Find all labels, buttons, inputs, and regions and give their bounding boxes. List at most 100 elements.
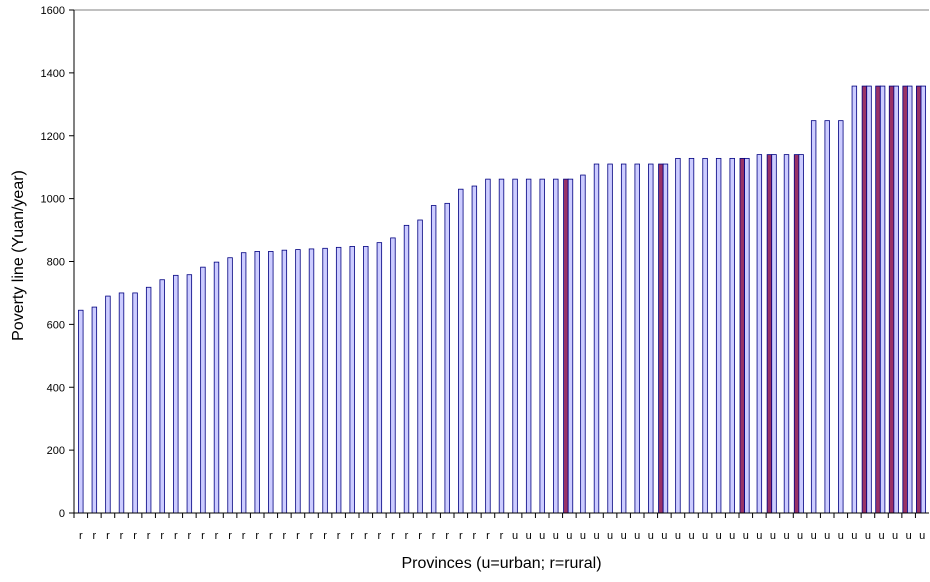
bar [771,154,777,514]
bar [363,246,369,514]
x-tick-label: u [580,530,586,542]
y-tick-label: 200 [47,445,65,457]
x-tick-label: u [865,530,871,542]
x-tick-label: r [255,530,259,542]
x-tick-label: u [878,530,884,542]
bar [824,120,830,514]
x-tick-label: r [445,530,449,542]
x-tick-label: r [283,530,287,542]
x-tick-label: u [797,530,803,542]
x-tick-label: r [93,530,97,542]
bar [539,178,545,514]
bar [458,188,464,514]
bar [810,120,817,514]
y-axis-title: Poverty line (Yuan/year) [10,170,27,341]
bar [607,163,613,514]
bar [430,205,437,514]
x-tick-label: r [486,530,490,542]
x-tick-label: u [512,530,518,542]
x-tick-label: r [228,530,232,542]
bar [675,157,681,514]
x-tick-label: u [702,530,708,542]
bar [879,85,886,514]
x-tick-label: r [405,530,409,542]
x-tick-label: r [310,530,314,542]
x-tick-label: r [242,530,246,542]
x-tick-label: u [648,530,654,542]
x-tick-label: r [79,530,83,542]
x-tick-label: r [106,530,110,542]
x-tick-label: r [500,530,504,542]
bar [512,178,518,514]
x-tick-label: r [174,530,178,542]
bar [281,249,288,514]
bar [118,292,125,514]
bar [159,279,165,514]
x-tick-label: r [473,530,477,542]
bar [213,261,220,514]
bar-highlight [739,157,745,514]
x-tick-label: u [634,530,640,542]
bar-highlight [888,85,895,514]
x-tick-label: r [391,530,395,542]
bar-highlight [766,154,773,514]
bar [866,85,872,514]
x-tick-label: r [364,530,368,542]
x-tick-label: r [432,530,436,542]
bar [580,174,586,514]
bar [567,178,574,514]
bar-highlight [861,85,868,514]
bar [403,224,410,514]
y-tick-label: 1600 [41,5,65,17]
bar [268,251,274,514]
bar [254,251,260,514]
x-tick-label: u [675,530,681,542]
y-axis-ticks: 0 200 400 600 800 1000 1200 1400 1600 [41,5,929,520]
x-tick-label: r [201,530,205,542]
bar-highlight [875,85,881,514]
bar [553,178,559,514]
x-tick-label: u [811,530,817,542]
bar [444,202,450,514]
bar [471,185,478,514]
x-tick-label: u [566,530,572,542]
bar [485,178,491,514]
bar [634,163,640,514]
bar-highlight [658,163,664,514]
x-tick-label: u [824,530,830,542]
x-tick-label: u [838,530,844,542]
bar [525,178,532,514]
bar-highlight [916,85,922,514]
y-tick-label: 1200 [41,131,65,143]
x-tick-label: r [418,530,422,542]
y-tick-label: 1400 [41,68,65,80]
bar [744,157,750,514]
y-tick-label: 400 [47,382,65,394]
bar [620,163,627,514]
x-tick-label: r [323,530,327,542]
x-tick-label: u [743,530,749,542]
x-tick-label: u [906,530,912,542]
bar [390,237,396,514]
x-tick-label: u [621,530,627,542]
x-tick-label: u [770,530,776,542]
bar [783,154,790,514]
bars [78,85,927,514]
x-tick-label: r [337,530,341,542]
bar [322,247,328,514]
bar [838,120,844,514]
bar [498,178,505,514]
y-tick-label: 1000 [41,194,65,206]
bar [798,154,804,514]
x-tick-label: u [716,530,722,542]
bar [145,286,152,514]
bar [756,154,763,514]
bar [240,252,247,514]
bar [688,157,695,514]
x-tick-label: r [378,530,382,542]
x-tick-label: u [593,530,599,542]
bar [920,85,927,514]
